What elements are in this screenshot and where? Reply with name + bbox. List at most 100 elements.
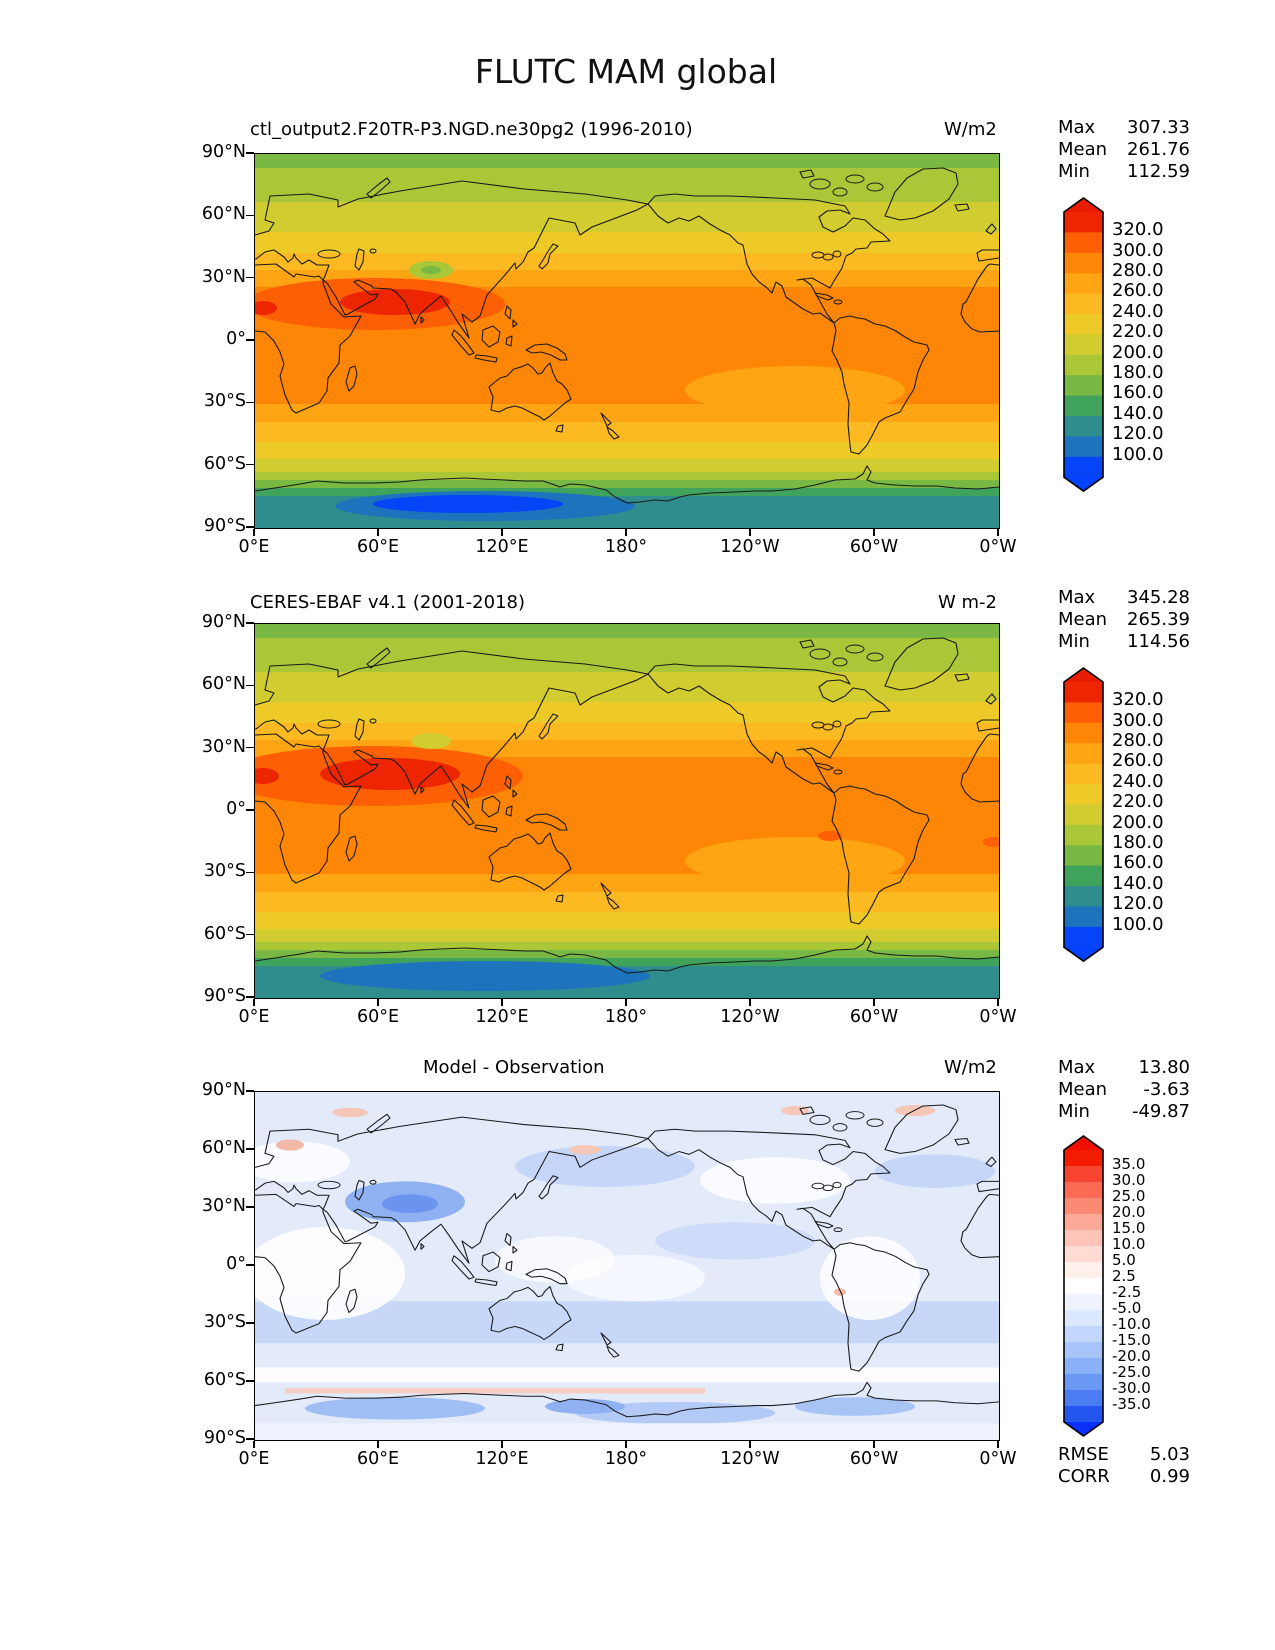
- colorbar-tick-label: 220.0: [1112, 321, 1164, 343]
- colorbar-tick-label: -35.0: [1112, 1394, 1151, 1413]
- colorbar-tick-label: 180.0: [1112, 362, 1164, 383]
- lon-tick-label: 0°E: [238, 537, 270, 557]
- lon-tick-mark: [625, 998, 627, 1006]
- lat-tick-label: 60°N: [201, 204, 246, 225]
- lat-tick-label: 60°S: [203, 453, 246, 474]
- colorbar-tick-label: 260.0: [1112, 750, 1164, 772]
- stat-max: Max 13.80: [1058, 1057, 1190, 1078]
- lon-tick-mark: [749, 998, 751, 1006]
- lat-tick-mark: [246, 933, 254, 936]
- colorbar-tick-label: 220.0: [1112, 791, 1164, 813]
- lat-tick-label: 90°N: [201, 1080, 246, 1100]
- stats-model: Max 307.33 Mean 261.76 Min 112.59: [1058, 117, 1190, 183]
- lat-tick-label: 30°S: [203, 1312, 246, 1332]
- lon-tick-mark: [625, 528, 627, 536]
- lat-tick-mark: [246, 463, 254, 466]
- panel-title-observation: CERES-EBAF v4.1 (2001-2018): [250, 592, 526, 613]
- lat-tick-label: 60°S: [203, 1370, 246, 1390]
- lon-tick-label: 180°: [604, 1007, 648, 1027]
- colorbar-tick-label: 200.0: [1112, 341, 1164, 363]
- lon-tick-label: 120°E: [475, 1007, 529, 1027]
- colorbar-tick-label: 100.0: [1112, 443, 1164, 465]
- lon-tick-label: 60°E: [356, 1007, 400, 1027]
- lat-tick-mark: [246, 276, 254, 279]
- lat-tick-mark: [246, 214, 254, 217]
- colorbar-tick-label: 260.0: [1112, 280, 1164, 302]
- colorbar-tick-label: 240.0: [1112, 300, 1164, 322]
- lat-tick-label: 30°N: [201, 1196, 246, 1216]
- lat-tick-label: 90°S: [203, 516, 246, 536]
- lat-tick-label: 60°N: [201, 1138, 246, 1158]
- lon-tick-mark: [749, 1440, 751, 1448]
- colorbar-tick-label: 30.0: [1112, 1170, 1146, 1189]
- lon-tick-label: 120°E: [475, 537, 529, 557]
- lon-tick-mark: [253, 528, 255, 536]
- lat-tick-label: 30°S: [203, 391, 246, 412]
- lon-tick-label: 0°W: [979, 537, 1017, 557]
- map-model: [254, 153, 1000, 529]
- lon-tick-mark: [873, 528, 875, 536]
- lon-tick-label: 120°W: [720, 1007, 780, 1027]
- lon-tick-mark: [873, 1440, 875, 1448]
- lat-tick-mark: [246, 526, 254, 528]
- lat-tick-label: 0°: [226, 799, 246, 819]
- colorbar-tick-label: 160.0: [1112, 852, 1164, 874]
- lat-tick-label: 30°N: [201, 266, 246, 287]
- lon-tick-mark: [501, 998, 503, 1006]
- lat-tick-mark: [246, 996, 254, 998]
- lat-tick-label: 60°N: [201, 674, 246, 695]
- map-observation: [254, 623, 1000, 999]
- lon-tick-label: 60°W: [849, 1007, 899, 1027]
- stat-corr: CORR 0.99: [1058, 1466, 1190, 1487]
- lat-tick-mark: [246, 152, 254, 154]
- lon-tick-mark: [625, 1440, 627, 1448]
- panel-units-observation: W m-2: [938, 592, 998, 613]
- stats-observation: Max 345.28 Mean 265.39 Min 114.56: [1058, 587, 1190, 653]
- lon-tick-label: 60°W: [849, 537, 899, 557]
- colorbar-tick-label: 320.0: [1112, 689, 1164, 711]
- stat-rmse: RMSE 5.03: [1058, 1444, 1190, 1465]
- lon-tick-label: 60°W: [849, 1449, 899, 1469]
- lon-tick-mark: [997, 1440, 999, 1448]
- colorbar-tick-label: -5.0: [1112, 1298, 1142, 1317]
- lat-tick-mark: [246, 1264, 254, 1266]
- colorbar-tick-label: -10.0: [1112, 1314, 1151, 1333]
- colorbar-tick-label: 300.0: [1112, 709, 1164, 731]
- figure-title: FLUTC MAM global: [474, 52, 778, 91]
- lon-tick-mark: [377, 998, 379, 1006]
- lat-tick-label: 90°S: [203, 986, 246, 1006]
- panel-units-model: W/m2: [944, 119, 997, 140]
- map-difference: [254, 1091, 1000, 1441]
- panel-title-model: ctl_output2.F20TR-P3.NGD.ne30pg2 (1996-2…: [250, 119, 693, 140]
- lon-tick-label: 180°: [604, 1449, 648, 1469]
- stat-max: Max 307.33: [1058, 117, 1190, 138]
- lon-tick-label: 0°E: [238, 1007, 270, 1027]
- colorbar-tick-label: 140.0: [1112, 402, 1164, 424]
- colorbar-tick-label: 280.0: [1112, 260, 1164, 281]
- lon-tick-mark: [253, 1440, 255, 1448]
- stat-min: Min 114.56: [1058, 631, 1190, 652]
- lon-tick-mark: [253, 998, 255, 1006]
- lon-tick-mark: [501, 1440, 503, 1448]
- lon-tick-mark: [377, 528, 379, 536]
- lat-tick-label: 0°: [226, 1254, 246, 1274]
- lon-tick-label: 120°W: [720, 1449, 780, 1469]
- lat-tick-label: 30°S: [203, 861, 246, 882]
- colorbar-tick-label: -20.0: [1112, 1346, 1151, 1365]
- lat-tick-mark: [246, 1148, 254, 1150]
- colorbar-tick-label: 35.0: [1112, 1154, 1146, 1173]
- colorbar-observation: [1062, 666, 1105, 967]
- colorbar-tick-label: 25.0: [1112, 1186, 1146, 1205]
- lat-tick-label: 90°S: [203, 1428, 246, 1448]
- colorbar-tick-label: 15.0: [1112, 1218, 1146, 1237]
- lon-tick-label: 0°W: [979, 1007, 1017, 1027]
- lon-tick-mark: [997, 528, 999, 536]
- colorbar-tick-label: 100.0: [1112, 913, 1164, 935]
- colorbar-difference: [1062, 1134, 1105, 1442]
- lat-tick-mark: [246, 1380, 254, 1382]
- colorbar-model: [1062, 196, 1105, 497]
- colorbar-tick-label: 10.0: [1112, 1234, 1146, 1253]
- lat-tick-mark: [246, 1438, 254, 1440]
- colorbar-tick-label: 160.0: [1112, 382, 1164, 404]
- lon-tick-label: 60°E: [356, 537, 400, 557]
